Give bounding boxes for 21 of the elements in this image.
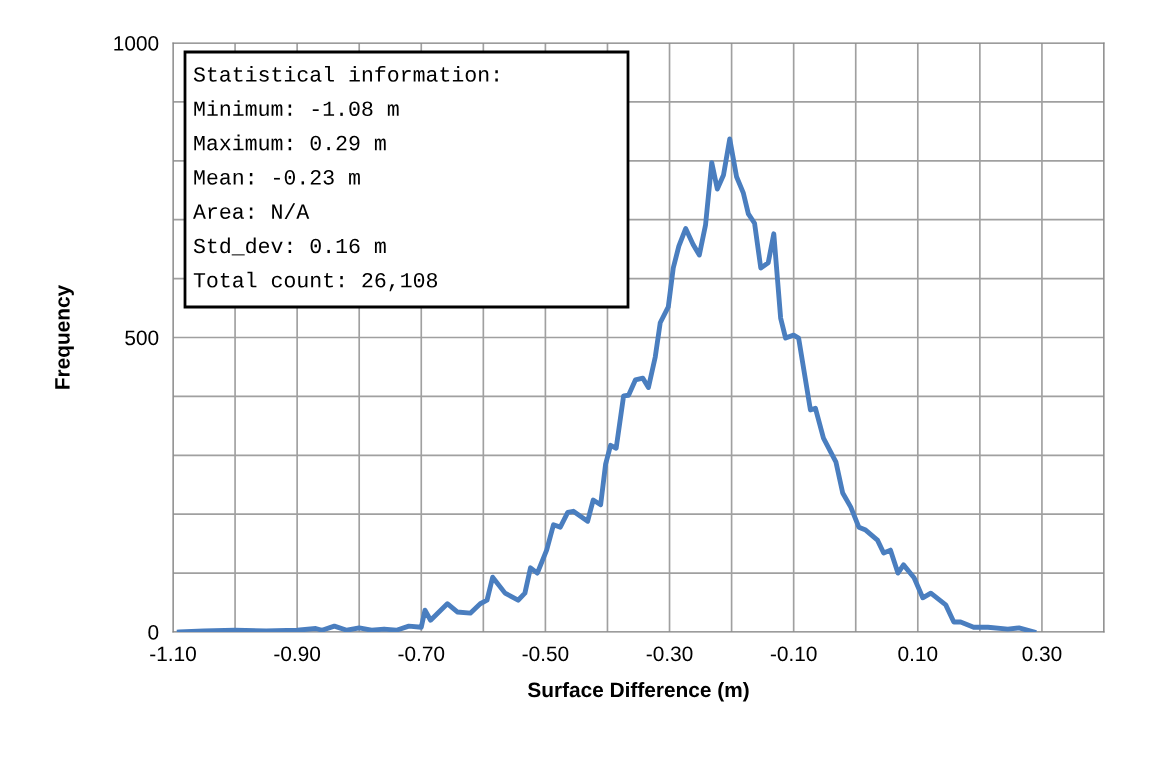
annotation: Std_dev: 0.16 m bbox=[193, 237, 386, 256]
annotation: Maximum: 0.29 m bbox=[194, 134, 386, 151]
x-tick-label: -0.70 bbox=[398, 646, 445, 662]
x-tick-label: -0.90 bbox=[274, 646, 321, 662]
y-axis-title: Frequency bbox=[55, 284, 74, 389]
x-axis-title: Surface Difference (m) bbox=[527, 681, 749, 702]
x-tick-label: 0.30 bbox=[1022, 646, 1062, 662]
y-tick-label: 500 bbox=[125, 330, 159, 346]
y-tick-label: 0 bbox=[148, 625, 159, 640]
annotation: Mean: -0.23 m bbox=[194, 170, 360, 185]
annotation: Statistical information: bbox=[193, 65, 498, 82]
x-tick-label: -0.30 bbox=[646, 646, 693, 662]
x-tick-label: -1.10 bbox=[150, 646, 196, 662]
annotation: Total count: 26,108 bbox=[193, 271, 438, 292]
x-tick-label: -0.50 bbox=[522, 646, 569, 662]
x-tick-label: -0.10 bbox=[770, 646, 817, 662]
x-tick-label: 0.10 bbox=[898, 646, 938, 662]
y-tick-label: 1000 bbox=[114, 36, 159, 51]
annotation: Area: N/A bbox=[193, 203, 310, 219]
annotation: Minimum: -1.08 m bbox=[194, 100, 399, 117]
line-series bbox=[176, 136, 1037, 632]
